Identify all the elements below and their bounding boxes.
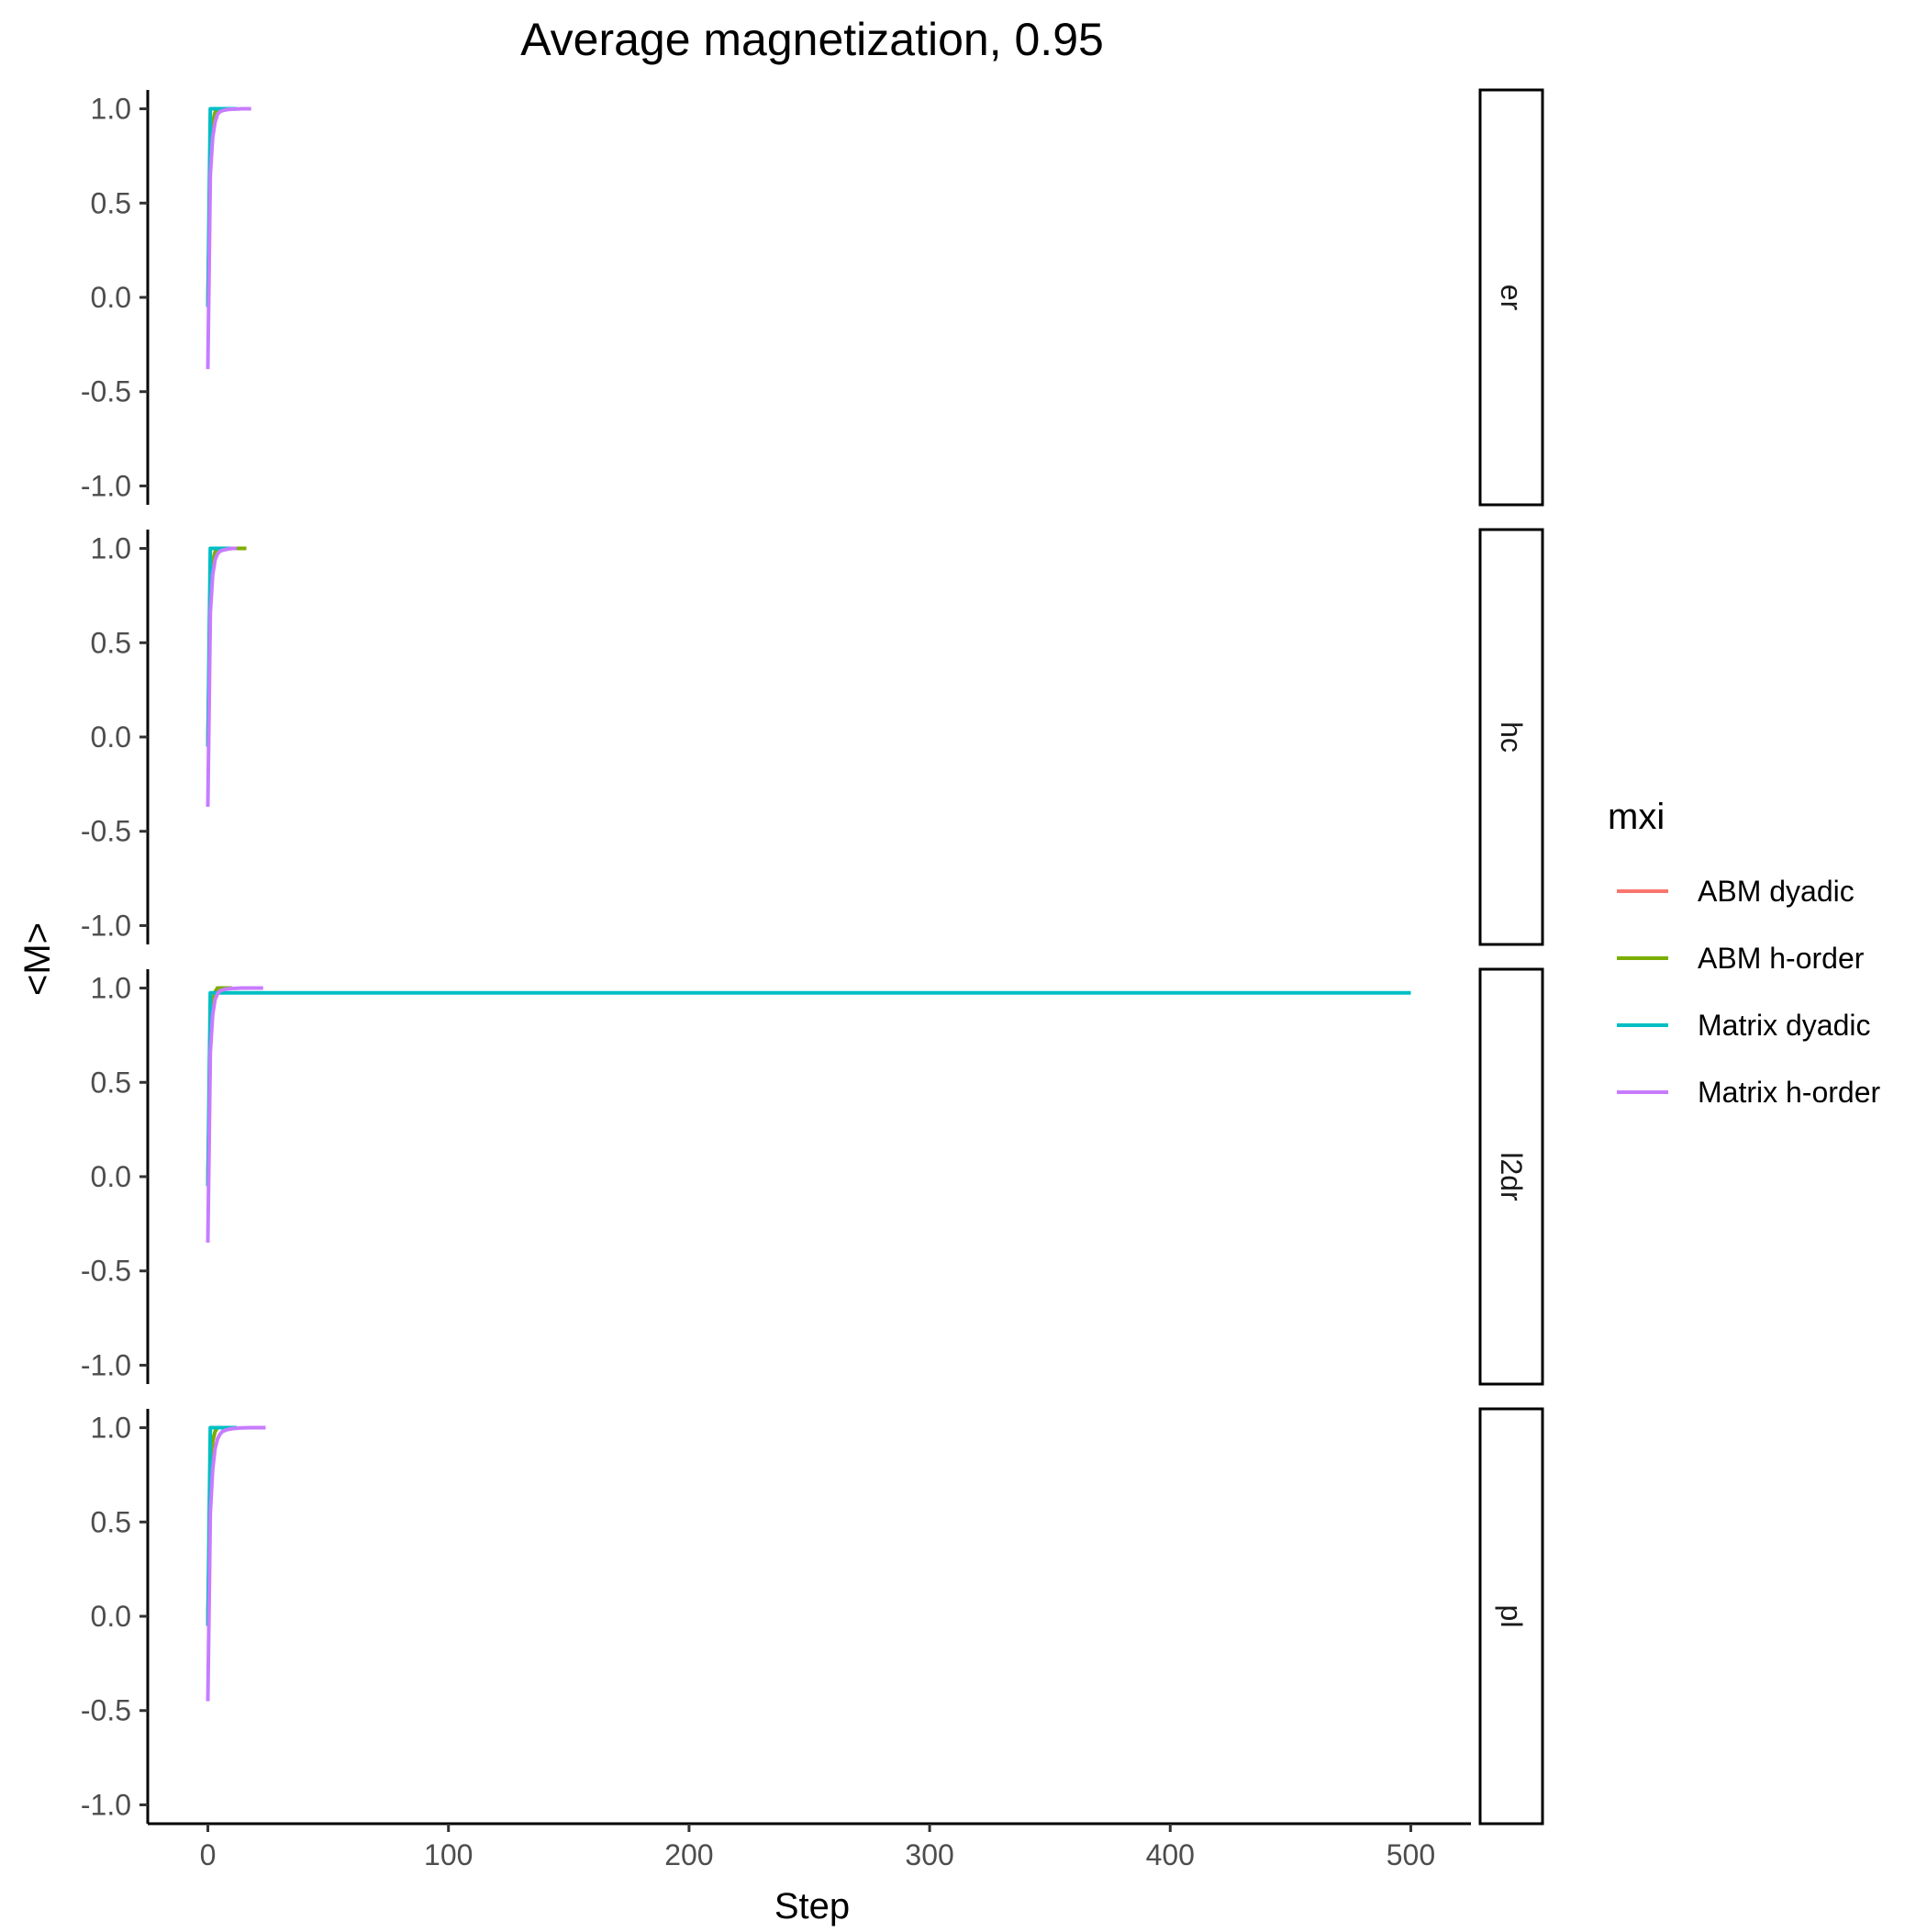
panel-hc: -1.0 -0.5 0.0 0.5 1.0 hc [81, 528, 1544, 946]
y-tick-label: 0.5 [91, 626, 131, 659]
facet-strip [1478, 1407, 1544, 1826]
y-tick-label: 0.0 [91, 1600, 131, 1633]
series-line-matrix-h-order [206, 546, 237, 808]
facet-strip [1478, 967, 1544, 1386]
panel-pl: -1.0 -0.5 0.0 0.5 1.0 pl [81, 1407, 1544, 1826]
legend-item: Matrix dyadic [1617, 1009, 1871, 1042]
y-tick-label: -1.0 [81, 1788, 131, 1821]
legend: mxi ABM dyadic ABM h-order Matrix dyadic Ma… [1608, 797, 1881, 1109]
x-tick-label: 300 [905, 1838, 953, 1871]
y-tick-label: 0.0 [91, 281, 131, 314]
facet-strip-label: l2dr [1495, 1152, 1528, 1201]
x-tick-label: 400 [1146, 1838, 1195, 1871]
y-tick-label: -0.5 [81, 1694, 131, 1727]
facet-strip-label: hc [1495, 721, 1528, 753]
y-tick-label: 1.0 [91, 972, 131, 1005]
x-tick-label: 200 [664, 1838, 713, 1871]
y-tick-label: 0.5 [91, 186, 131, 219]
x-tick-label: 100 [424, 1838, 473, 1871]
legend-item: ABM h-order [1617, 942, 1865, 975]
panel-er: -1.0 -0.5 0.0 0.5 1.0 er [81, 88, 1544, 507]
legend-item: ABM dyadic [1617, 875, 1855, 908]
legend-label: ABM h-order [1698, 942, 1865, 975]
y-tick-label: 0.5 [91, 1505, 131, 1538]
series-line-matrix-h-order [206, 986, 263, 1243]
y-tick-label: -1.0 [81, 909, 131, 942]
legend-label: Matrix dyadic [1698, 1009, 1871, 1042]
y-tick-label: 1.0 [91, 532, 131, 565]
x-axis: 0 100 200 300 400 500 [148, 1822, 1471, 1871]
legend-label: Matrix h-order [1698, 1076, 1881, 1109]
x-tick-label: 0 [200, 1838, 217, 1871]
y-tick-label: 1.0 [91, 1412, 131, 1445]
y-tick-label: -1.0 [81, 469, 131, 502]
legend-item: Matrix h-order [1617, 1076, 1881, 1109]
y-tick-label: 0.0 [91, 1160, 131, 1193]
facet-strip [1478, 528, 1544, 946]
x-tick-label: 500 [1387, 1838, 1435, 1871]
legend-title: mxi [1608, 797, 1665, 837]
y-tick-label: 0.5 [91, 1066, 131, 1099]
legend-label: ABM dyadic [1698, 875, 1855, 908]
y-axis-title: <M> [17, 922, 58, 996]
facet-strip [1478, 88, 1544, 507]
facet-strip-label: er [1495, 285, 1528, 311]
y-tick-label: 1.0 [91, 93, 131, 126]
facet-strip-label: pl [1495, 1605, 1528, 1628]
series-line-matrix-h-order [206, 1425, 266, 1702]
y-tick-label: -1.0 [81, 1348, 131, 1381]
y-tick-label: -0.5 [81, 375, 131, 408]
y-tick-label: -0.5 [81, 1255, 131, 1288]
y-tick-label: -0.5 [81, 815, 131, 848]
y-tick-label: 0.0 [91, 720, 131, 754]
chart-title: Average magnetization, 0.95 [520, 14, 1104, 65]
series-line-matrix-dyadic [206, 990, 1411, 1187]
panel-l2dr: -1.0 -0.5 0.0 0.5 1.0 l2dr [81, 967, 1544, 1386]
x-axis-title: Step [774, 1886, 850, 1926]
series-line-matrix-h-order [206, 106, 251, 370]
